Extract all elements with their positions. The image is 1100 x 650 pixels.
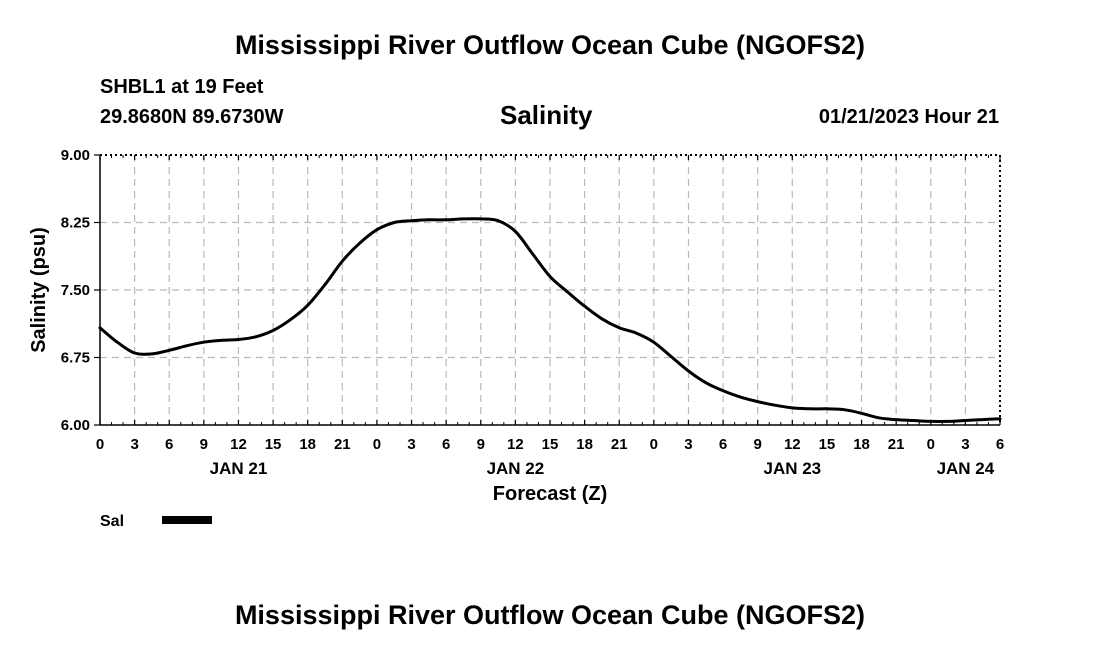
date-label: JAN 24: [937, 459, 995, 478]
x-tick-label: 21: [611, 436, 628, 453]
date-label: JAN 22: [487, 459, 545, 478]
y-tick-label: 6.75: [61, 350, 90, 367]
x-tick-label: 0: [373, 436, 381, 453]
main-title: Mississippi River Outflow Ocean Cube (NG…: [234, 30, 866, 60]
x-tick-label: 18: [299, 436, 316, 453]
x-tick-label: 0: [650, 436, 658, 453]
footer-title: Mississippi River Outflow Ocean Cube (NG…: [234, 600, 866, 630]
chart-title: Salinity: [500, 100, 593, 130]
x-tick-label: 3: [684, 436, 692, 453]
y-axis-label: Salinity (psu): [28, 227, 50, 353]
x-tick-label: 21: [334, 436, 351, 453]
x-tick-label: 15: [265, 436, 282, 453]
x-tick-label: 12: [230, 436, 247, 453]
x-tick-label: 12: [784, 436, 801, 453]
x-tick-label: 9: [477, 436, 485, 453]
station-coordinates: 29.8680N 89.6730W: [100, 106, 284, 128]
grid-lines: [100, 155, 1000, 425]
date-label: JAN 21: [210, 459, 268, 478]
series-line-sal: [98, 217, 1002, 423]
x-tick-label: 9: [754, 436, 762, 453]
x-tick-label: 15: [819, 436, 836, 453]
x-tick-label: 0: [927, 436, 935, 453]
x-tick-label: 9: [200, 436, 208, 453]
y-tick-label: 9.00: [61, 147, 90, 164]
x-tick-label: 6: [442, 436, 450, 453]
axes: [94, 154, 1001, 426]
y-tick-label: 7.50: [61, 282, 90, 299]
salinity-chart: 0 3 6 9 12 15 18 21 0 3 6 9 12 15 18 21 0 3 6 9 12 15 18 21 0 3 6 6…: [28, 147, 1004, 530]
legend-swatch: [162, 516, 212, 524]
y-tick-label: 6.00: [61, 417, 90, 434]
x-tick-label: 18: [853, 436, 870, 453]
x-tick-label: 0: [96, 436, 104, 453]
series-layer: [98, 217, 1002, 423]
x-tick-label: 6: [719, 436, 727, 453]
x-tick-label: 18: [576, 436, 593, 453]
legend-label: Sal: [100, 513, 124, 530]
x-tick-label: 6: [996, 436, 1004, 453]
x-tick-label: 3: [130, 436, 138, 453]
station-label: SHBL1 at 19 Feet: [100, 76, 264, 98]
x-tick-label: 15: [542, 436, 559, 453]
x-tick-label: 21: [888, 436, 905, 453]
tick-labels: 0 3 6 9 12 15 18 21 0 3 6 9 12 15 18 21 0 3 6 9 12 15 18 21 0 3 6 6…: [61, 147, 1004, 478]
forecast-datetime: 01/21/2023 Hour 21: [818, 106, 999, 128]
y-tick-label: 8.25: [61, 215, 90, 232]
date-label: JAN 23: [763, 459, 821, 478]
x-tick-label: 6: [165, 436, 173, 453]
x-tick-label: 3: [407, 436, 415, 453]
x-tick-label: 3: [961, 436, 969, 453]
x-axis-label: Forecast (Z): [493, 483, 607, 505]
x-tick-label: 12: [507, 436, 524, 453]
